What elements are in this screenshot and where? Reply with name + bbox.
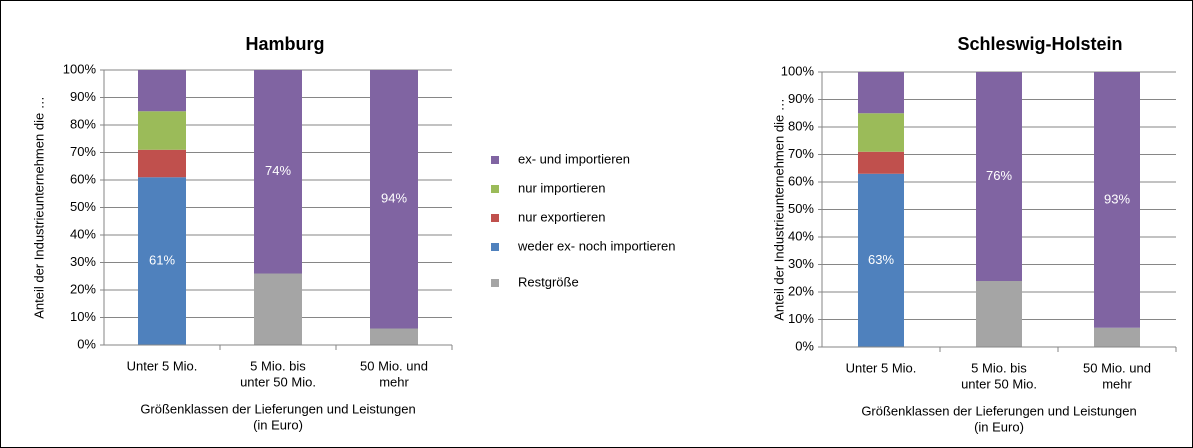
x-axis-label: Größenklassen der Lieferungen und Leistu… [861, 403, 1136, 418]
bar-segment [138, 111, 186, 150]
x-tick-label: 50 Mio. und [1083, 360, 1151, 375]
y-tick-label: 60% [788, 173, 814, 188]
x-tick-label: 5 Mio. bis [250, 358, 306, 373]
x-tick-label: unter 50 Mio. [240, 374, 316, 389]
bar-segment [976, 72, 1022, 281]
y-tick-label: 20% [788, 283, 814, 298]
y-tick-label: 90% [70, 89, 96, 104]
y-axis-label: Anteil der Industrieunternehmen die … [771, 98, 786, 321]
y-tick-label: 50% [788, 201, 814, 216]
y-tick-label: 100% [63, 61, 97, 76]
y-tick-label: 60% [70, 171, 96, 186]
y-tick-label: 30% [788, 256, 814, 271]
y-tick-label: 10% [70, 309, 96, 324]
x-tick-label: Unter 5 Mio. [846, 360, 917, 375]
data-label: 93% [1104, 191, 1130, 206]
legend-label: weder ex- noch importieren [517, 238, 676, 253]
data-label: 74% [265, 163, 291, 178]
data-label: 76% [986, 168, 1012, 183]
y-tick-label: 90% [788, 91, 814, 106]
legend-label: nur importieren [518, 180, 605, 195]
bar-segment [254, 70, 302, 274]
bar-segment [976, 281, 1022, 347]
bar-segment [138, 149, 186, 178]
bar-segment [138, 177, 186, 345]
bar-segment [1094, 327, 1140, 347]
legend-swatch [491, 279, 499, 287]
y-tick-label: 40% [70, 226, 96, 241]
bar-segment [858, 173, 904, 347]
legend-swatch [491, 156, 499, 164]
bar-segment [1094, 72, 1140, 328]
bar-segment [858, 72, 904, 114]
y-tick-label: 10% [788, 311, 814, 326]
y-tick-label: 50% [70, 199, 96, 214]
y-axis-label: Anteil der Industrieunternehmen die … [31, 96, 46, 319]
bar-segment [858, 113, 904, 152]
x-axis-label: (in Euro) [974, 419, 1024, 434]
bar-segment [370, 328, 418, 345]
y-tick-label: 20% [70, 281, 96, 296]
x-tick-label: mehr [1102, 376, 1132, 391]
y-tick-label: 40% [788, 228, 814, 243]
y-tick-label: 100% [781, 63, 815, 78]
data-label: 61% [149, 253, 175, 268]
y-tick-label: 0% [77, 336, 96, 351]
legend-swatch [491, 243, 499, 251]
legend-swatch [491, 185, 499, 193]
y-tick-label: 70% [70, 144, 96, 159]
x-tick-label: 5 Mio. bis [971, 360, 1027, 375]
legend-label: ex- und importieren [518, 151, 630, 166]
y-tick-label: 80% [70, 116, 96, 131]
legend-label: nur exportieren [518, 209, 605, 224]
bar-segment [138, 70, 186, 112]
bar-segment [254, 273, 302, 345]
data-label: 63% [868, 252, 894, 267]
x-tick-label: Unter 5 Mio. [127, 358, 198, 373]
chart-title: Hamburg [245, 34, 324, 54]
legend-label: Restgröße [518, 274, 579, 289]
x-tick-label: mehr [379, 374, 409, 389]
chart-title: Schleswig-Holstein [957, 34, 1122, 54]
y-tick-label: 30% [70, 254, 96, 269]
y-tick-label: 80% [788, 118, 814, 133]
bar-segment [370, 70, 418, 329]
y-tick-label: 0% [795, 338, 814, 353]
x-tick-label: unter 50 Mio. [961, 376, 1037, 391]
bar-segment [858, 151, 904, 174]
x-tick-label: 50 Mio. und [360, 358, 428, 373]
data-label: 94% [381, 191, 407, 206]
legend-swatch [491, 214, 499, 222]
y-tick-label: 70% [788, 146, 814, 161]
x-axis-label: Größenklassen der Lieferungen und Leistu… [140, 401, 415, 416]
x-axis-label: (in Euro) [253, 417, 303, 432]
